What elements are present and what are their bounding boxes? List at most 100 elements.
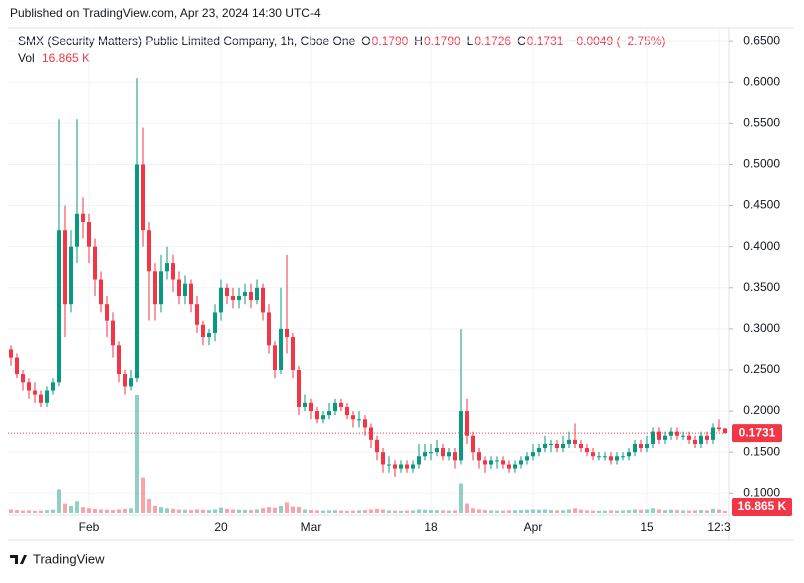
volume-bar: [105, 509, 109, 513]
candle-body: [639, 443, 643, 449]
candle-body: [705, 435, 709, 440]
volume-bar: [615, 510, 619, 513]
volume-bar: [273, 507, 277, 513]
candle-body: [723, 428, 727, 434]
candle-body: [681, 435, 685, 437]
x-tick-label: 12:3: [707, 520, 731, 534]
candle-body: [495, 460, 499, 462]
volume-bar: [117, 509, 121, 513]
candle-body: [249, 291, 253, 301]
candle-body: [483, 460, 487, 465]
candle-body: [441, 448, 445, 457]
candle-body: [363, 419, 367, 428]
candle-body: [219, 287, 223, 313]
x-tick-label: 18: [424, 520, 438, 534]
volume-bar: [561, 510, 565, 513]
candle-body: [213, 312, 217, 333]
volume-bar: [135, 395, 139, 513]
candle-body: [357, 419, 361, 421]
volume-bar: [219, 507, 223, 513]
candle-body: [717, 427, 721, 430]
volume-bar: [477, 509, 481, 513]
volume-bar: [555, 510, 559, 513]
candle-body: [327, 411, 331, 416]
candle-body: [585, 448, 589, 453]
candle-body: [543, 443, 547, 449]
volume-bar: [453, 510, 457, 513]
candle-body: [489, 460, 493, 465]
volume-bar: [201, 509, 205, 513]
volume-bar: [261, 508, 265, 513]
candle-body: [399, 464, 403, 469]
volume-bar: [15, 510, 19, 513]
candle-body: [315, 411, 319, 420]
candle-body: [453, 452, 457, 461]
volume-bar: [171, 508, 175, 513]
volume-bar: [225, 508, 229, 513]
volume-bar: [699, 510, 703, 513]
candle-body: [285, 328, 289, 338]
volume-bar: [471, 508, 475, 513]
candle-body: [549, 443, 553, 445]
candle-body: [627, 452, 631, 457]
volume-bar: [663, 510, 667, 513]
candle-body: [687, 435, 691, 440]
candle-body: [423, 452, 427, 457]
candle-body: [465, 411, 469, 436]
volume-bar: [609, 510, 613, 513]
y-tick-label: 0.6500: [743, 33, 780, 47]
candle-body: [255, 287, 259, 301]
candle-body: [597, 456, 601, 458]
x-tick-label: Mar: [301, 520, 322, 534]
last-volume-label: 16.865 K: [738, 499, 787, 513]
volume-bar: [423, 509, 427, 513]
candle-body: [201, 324, 205, 338]
volume-bar: [399, 510, 403, 513]
candle-body: [123, 374, 127, 387]
candle-body: [99, 279, 103, 305]
candle-body: [33, 390, 37, 395]
volume-bar: [357, 510, 361, 513]
volume-bar: [39, 510, 43, 513]
volume-bar: [417, 509, 421, 513]
candle-body: [591, 452, 595, 457]
volume-bar: [207, 510, 211, 513]
candle-body: [393, 464, 397, 469]
candle-body: [339, 402, 343, 407]
candle-body: [45, 390, 49, 403]
volume-bar: [213, 509, 217, 513]
candle-body: [447, 452, 451, 457]
volume-bar: [297, 507, 301, 513]
volume-bar: [429, 510, 433, 513]
candle-body: [615, 456, 619, 461]
candle-body: [663, 435, 667, 440]
volume-bar: [141, 477, 145, 513]
y-tick-label: 0.3500: [743, 280, 780, 294]
x-tick-label: 15: [640, 520, 654, 534]
volume-bar: [579, 509, 583, 513]
volume-bar: [723, 511, 727, 513]
candle-body: [93, 246, 97, 280]
volume-bar: [195, 509, 199, 513]
candle-body: [309, 402, 313, 412]
candle-body: [645, 443, 649, 449]
last-price-label: 0.1731: [739, 425, 776, 439]
candle-body: [135, 164, 139, 379]
volume-bar: [303, 509, 307, 513]
candle-body: [189, 283, 193, 305]
volume-bar: [381, 509, 385, 513]
candle-body: [27, 382, 31, 391]
candle-body: [333, 402, 337, 412]
volume-bar: [27, 510, 31, 513]
volume-bar: [669, 509, 673, 513]
volume-bar: [393, 510, 397, 513]
candle-body: [657, 431, 661, 440]
volume-value: 16.865 K: [42, 51, 90, 65]
candle-body: [621, 456, 625, 458]
volume-bar: [327, 510, 331, 513]
volume-bar: [657, 509, 661, 513]
volume-bar: [375, 508, 379, 513]
candle-body: [267, 312, 271, 346]
volume-bar: [645, 509, 649, 513]
